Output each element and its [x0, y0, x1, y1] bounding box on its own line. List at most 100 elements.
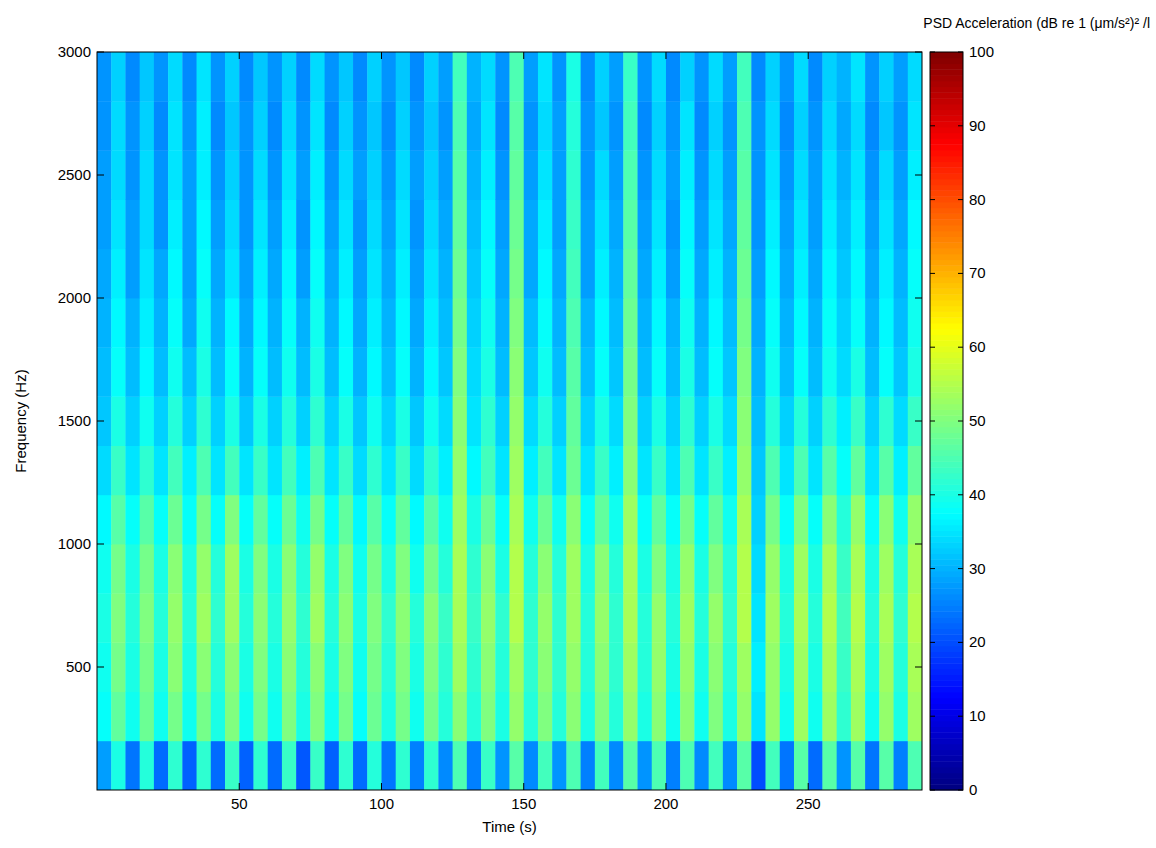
cell [666, 249, 681, 299]
cell [296, 396, 311, 446]
cell [908, 593, 922, 643]
cell [424, 544, 439, 594]
cell [197, 642, 212, 692]
cell [481, 544, 496, 594]
cell [865, 200, 880, 250]
cell [623, 249, 638, 299]
cell [339, 396, 354, 446]
y-tick-label: 1500 [58, 412, 91, 429]
colorbar-step [930, 744, 963, 750]
cell [396, 593, 411, 643]
cell [623, 642, 638, 692]
cell [211, 249, 226, 299]
cell [552, 52, 567, 102]
cell [239, 347, 254, 397]
cell [595, 200, 610, 250]
colorbar-step [930, 335, 963, 341]
cell [154, 642, 169, 692]
cell [353, 101, 368, 151]
cell [239, 52, 254, 102]
cell [282, 692, 297, 742]
colorbar-step [930, 156, 963, 162]
colorbar-tick-right [958, 52, 963, 53]
colorbar-tick [930, 568, 935, 569]
cell [566, 52, 581, 102]
colorbar-step [930, 594, 963, 600]
cell [268, 495, 283, 545]
cell [424, 298, 439, 348]
cell [694, 347, 709, 397]
colorbar-step [930, 265, 963, 271]
cell [623, 741, 638, 790]
cell [125, 642, 140, 692]
cell [253, 396, 268, 446]
cell [467, 200, 482, 250]
cell [851, 396, 866, 446]
cell [822, 101, 837, 151]
cell [766, 347, 781, 397]
colorbar-step [930, 398, 963, 404]
cell [595, 495, 610, 545]
cell [737, 741, 752, 790]
cell [495, 741, 510, 790]
cell [367, 544, 382, 594]
cell [495, 52, 510, 102]
colorbar-step [930, 127, 963, 133]
cell [780, 347, 795, 397]
cell [609, 101, 624, 151]
cell [652, 495, 667, 545]
cell [623, 495, 638, 545]
cell [197, 101, 212, 151]
colorbar-step [930, 663, 963, 669]
cell [253, 692, 268, 742]
cell [495, 249, 510, 299]
cell [879, 593, 894, 643]
colorbar-step [930, 386, 963, 392]
cell [751, 396, 766, 446]
cell [808, 446, 823, 496]
cell [310, 642, 325, 692]
cell [125, 101, 140, 151]
cell [879, 495, 894, 545]
cell [737, 101, 752, 151]
cell [225, 249, 240, 299]
cell [424, 52, 439, 102]
cell [453, 593, 468, 643]
x-tick-top [523, 52, 524, 59]
colorbar-tick [930, 642, 935, 643]
cell [296, 446, 311, 496]
y-tick [97, 421, 104, 422]
cell [168, 396, 183, 446]
cell [794, 741, 809, 790]
cell [851, 495, 866, 545]
colorbar-step [930, 761, 963, 767]
y-tick-label: 2500 [58, 166, 91, 183]
cell [538, 544, 553, 594]
cell [851, 150, 866, 200]
cell [694, 544, 709, 594]
cell [154, 495, 169, 545]
cell [581, 298, 596, 348]
colorbar-tick-right [958, 421, 963, 422]
cell [182, 52, 197, 102]
cell [623, 544, 638, 594]
cell [865, 101, 880, 151]
cell [709, 347, 724, 397]
cell [595, 396, 610, 446]
cell [808, 347, 823, 397]
cell [552, 495, 567, 545]
cell [680, 347, 695, 397]
cell [438, 741, 453, 790]
cell [381, 642, 396, 692]
colorbar-step [930, 196, 963, 202]
cell [268, 446, 283, 496]
cell [680, 200, 695, 250]
cell [140, 200, 155, 250]
colorbar-step [930, 138, 963, 144]
colorbar-step [930, 438, 963, 444]
colorbar-step [930, 392, 963, 398]
cell [353, 741, 368, 790]
cell [182, 249, 197, 299]
cell [894, 692, 909, 742]
cell [481, 150, 496, 200]
